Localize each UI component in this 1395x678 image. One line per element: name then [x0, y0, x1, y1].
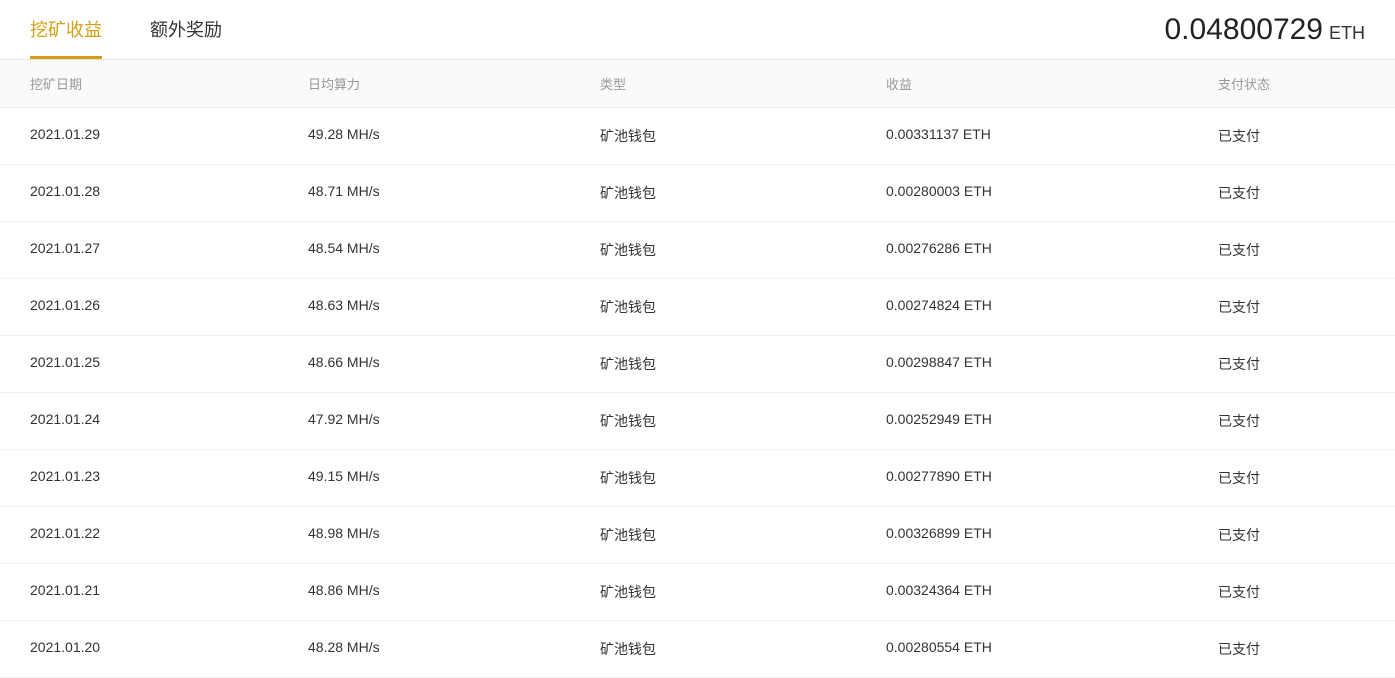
cell-status: 已支付: [1218, 297, 1358, 317]
table-row: 2021.01.2949.28 MH/s矿池钱包0.00331137 ETH已支…: [0, 108, 1395, 165]
column-header-earnings: 收益: [886, 74, 1218, 93]
tabs-container: 挖矿收益 额外奖励: [30, 0, 222, 59]
cell-type: 矿池钱包: [600, 240, 886, 260]
cell-earnings: 0.00326899 ETH: [886, 525, 1218, 545]
column-header-status: 支付状态: [1218, 74, 1358, 93]
table-row: 2021.01.2148.86 MH/s矿池钱包0.00324364 ETH已支…: [0, 564, 1395, 621]
cell-status: 已支付: [1218, 411, 1358, 431]
cell-status: 已支付: [1218, 525, 1358, 545]
column-header-type: 类型: [600, 74, 886, 93]
cell-hashrate: 48.66 MH/s: [308, 354, 600, 374]
cell-date: 2021.01.22: [30, 525, 308, 545]
cell-type: 矿池钱包: [600, 468, 886, 488]
cell-type: 矿池钱包: [600, 297, 886, 317]
cell-status: 已支付: [1218, 582, 1358, 602]
cell-status: 已支付: [1218, 354, 1358, 374]
table-row: 2021.01.2548.66 MH/s矿池钱包0.00298847 ETH已支…: [0, 336, 1395, 393]
cell-date: 2021.01.27: [30, 240, 308, 260]
cell-hashrate: 49.28 MH/s: [308, 126, 600, 146]
cell-hashrate: 48.71 MH/s: [308, 183, 600, 203]
cell-date: 2021.01.28: [30, 183, 308, 203]
cell-type: 矿池钱包: [600, 183, 886, 203]
balance-amount: 0.04800729: [1165, 13, 1324, 47]
cell-earnings: 0.00277890 ETH: [886, 468, 1218, 488]
cell-type: 矿池钱包: [600, 582, 886, 602]
cell-type: 矿池钱包: [600, 639, 886, 659]
cell-type: 矿池钱包: [600, 354, 886, 374]
table-row: 2021.01.2447.92 MH/s矿池钱包0.00252949 ETH已支…: [0, 393, 1395, 450]
cell-date: 2021.01.25: [30, 354, 308, 374]
table-row: 2021.01.2848.71 MH/s矿池钱包0.00280003 ETH已支…: [0, 165, 1395, 222]
table-row: 2021.01.2748.54 MH/s矿池钱包0.00276286 ETH已支…: [0, 222, 1395, 279]
table-row: 2021.01.2349.15 MH/s矿池钱包0.00277890 ETH已支…: [0, 450, 1395, 507]
cell-hashrate: 48.86 MH/s: [308, 582, 600, 602]
cell-earnings: 0.00280003 ETH: [886, 183, 1218, 203]
cell-date: 2021.01.29: [30, 126, 308, 146]
cell-earnings: 0.00252949 ETH: [886, 411, 1218, 431]
table-body: 2021.01.2949.28 MH/s矿池钱包0.00331137 ETH已支…: [0, 108, 1395, 678]
cell-date: 2021.01.24: [30, 411, 308, 431]
page-header: 挖矿收益 额外奖励 0.04800729 ETH: [0, 0, 1395, 60]
cell-date: 2021.01.21: [30, 582, 308, 602]
balance-currency: ETH: [1329, 23, 1365, 44]
table-row: 2021.01.2248.98 MH/s矿池钱包0.00326899 ETH已支…: [0, 507, 1395, 564]
cell-earnings: 0.00331137 ETH: [886, 126, 1218, 146]
tab-mining-earnings[interactable]: 挖矿收益: [30, 0, 102, 59]
column-header-hashrate: 日均算力: [308, 74, 600, 93]
cell-hashrate: 48.63 MH/s: [308, 297, 600, 317]
cell-earnings: 0.00274824 ETH: [886, 297, 1218, 317]
cell-date: 2021.01.26: [30, 297, 308, 317]
cell-status: 已支付: [1218, 126, 1358, 146]
cell-earnings: 0.00324364 ETH: [886, 582, 1218, 602]
cell-status: 已支付: [1218, 183, 1358, 203]
cell-earnings: 0.00276286 ETH: [886, 240, 1218, 260]
table-header-row: 挖矿日期 日均算力 类型 收益 支付状态: [0, 60, 1395, 108]
cell-status: 已支付: [1218, 639, 1358, 659]
column-header-date: 挖矿日期: [30, 74, 308, 93]
table-row: 2021.01.2048.28 MH/s矿池钱包0.00280554 ETH已支…: [0, 621, 1395, 678]
cell-earnings: 0.00280554 ETH: [886, 639, 1218, 659]
cell-type: 矿池钱包: [600, 126, 886, 146]
cell-type: 矿池钱包: [600, 411, 886, 431]
balance-display: 0.04800729 ETH: [1165, 13, 1366, 47]
tab-extra-rewards[interactable]: 额外奖励: [150, 0, 222, 59]
cell-hashrate: 48.98 MH/s: [308, 525, 600, 545]
cell-date: 2021.01.23: [30, 468, 308, 488]
cell-hashrate: 48.54 MH/s: [308, 240, 600, 260]
cell-hashrate: 48.28 MH/s: [308, 639, 600, 659]
cell-status: 已支付: [1218, 468, 1358, 488]
cell-earnings: 0.00298847 ETH: [886, 354, 1218, 374]
cell-hashrate: 47.92 MH/s: [308, 411, 600, 431]
cell-status: 已支付: [1218, 240, 1358, 260]
cell-type: 矿池钱包: [600, 525, 886, 545]
table-row: 2021.01.2648.63 MH/s矿池钱包0.00274824 ETH已支…: [0, 279, 1395, 336]
cell-date: 2021.01.20: [30, 639, 308, 659]
cell-hashrate: 49.15 MH/s: [308, 468, 600, 488]
